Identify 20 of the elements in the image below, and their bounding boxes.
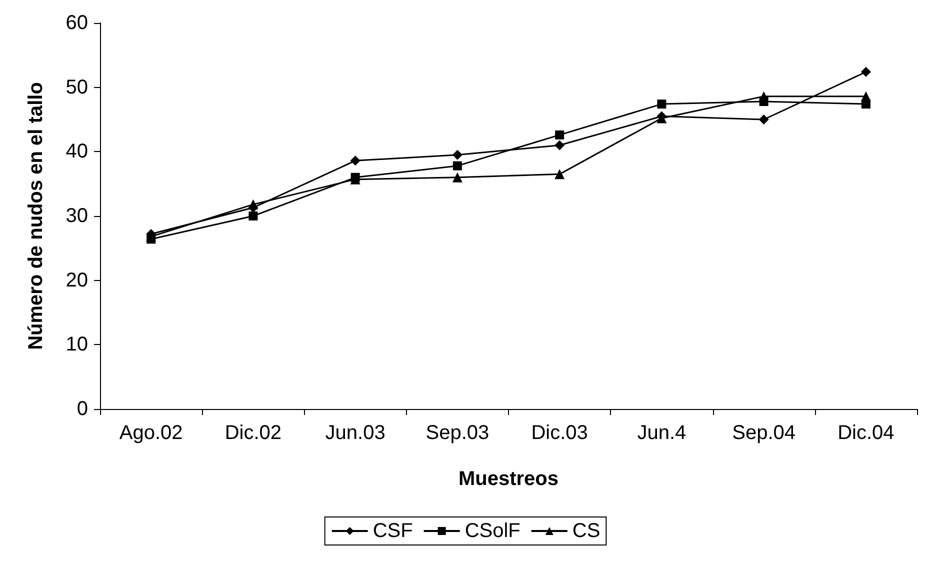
x-tick-label: Sep.03 — [426, 422, 490, 444]
x-tick-label: Dic.02 — [224, 422, 282, 444]
x-axis-title: Muestreos — [458, 468, 559, 490]
x-tick-label: Sep.04 — [732, 422, 796, 444]
y-tick-label: 30 — [66, 205, 88, 227]
x-tick-label: Dic.03 — [531, 422, 588, 444]
x-tick-label: Dic.04 — [838, 422, 894, 444]
y-tick-label: 60 — [66, 12, 88, 34]
x-tick-label: Jun.03 — [325, 422, 386, 444]
y-tick-label: 20 — [66, 269, 88, 292]
legend-label: CSF — [372, 520, 413, 542]
y-tick-label: 10 — [66, 334, 88, 356]
y-tick-label: 40 — [66, 140, 88, 163]
legend-label: CSolF — [464, 520, 520, 542]
legend-label: CS — [572, 520, 600, 542]
y-axis-title: Número de nudos en el tallo — [25, 82, 47, 350]
y-tick-label: 0 — [76, 398, 88, 420]
x-tick-label: Jun.4 — [637, 422, 686, 444]
y-tick-label: 50 — [66, 76, 88, 98]
x-tick-label: Ago.02 — [119, 422, 183, 444]
